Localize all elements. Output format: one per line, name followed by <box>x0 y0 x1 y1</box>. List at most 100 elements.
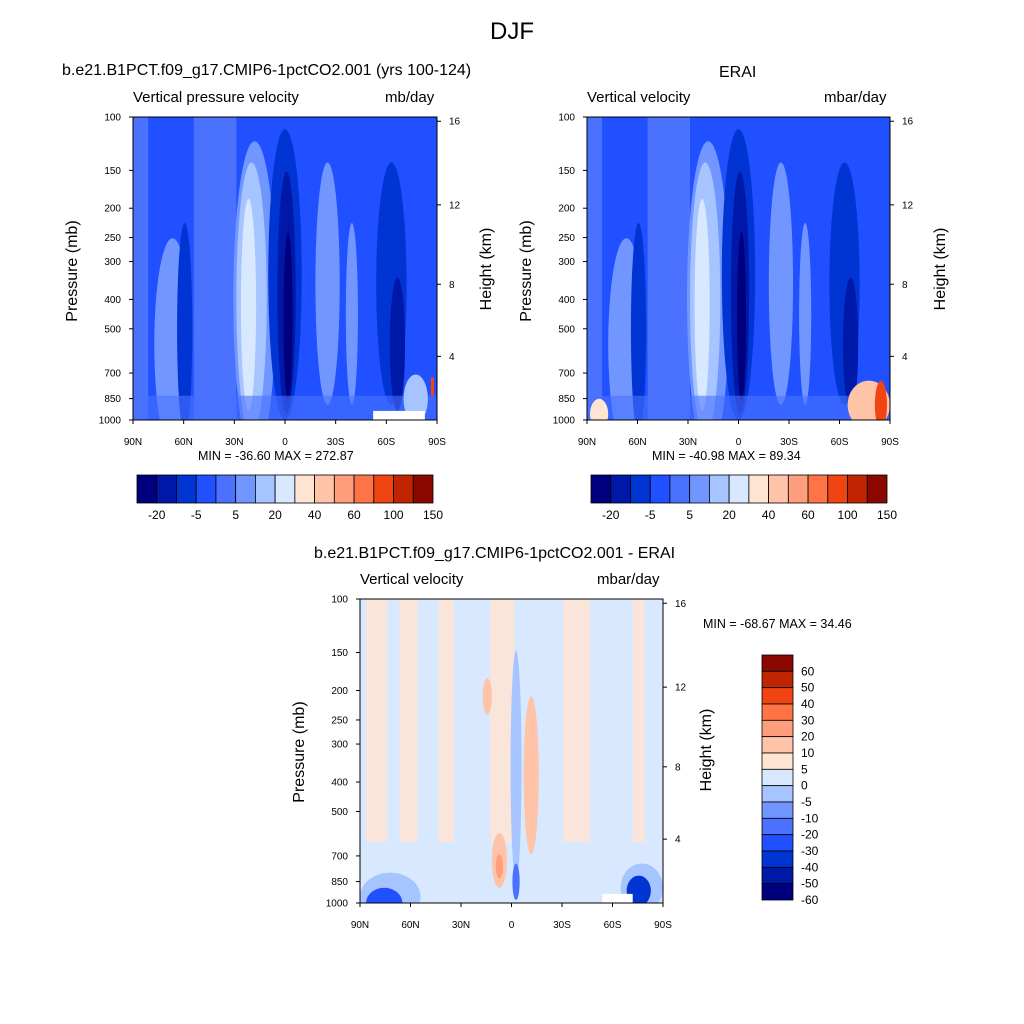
pressure-tick-label: 850 <box>104 394 121 405</box>
colorbar-label-diff: -30 <box>801 844 819 858</box>
field-ascent <box>315 162 340 405</box>
height-tick-label: 12 <box>675 683 687 694</box>
field-positive-band <box>490 599 515 843</box>
field-erai <box>587 117 890 420</box>
colorbar-swatch-model <box>393 474 414 504</box>
field-descent <box>283 232 293 402</box>
pressure-tick-label: 1000 <box>553 416 576 427</box>
colorbar-label-model: 60 <box>347 508 361 522</box>
colorbar-label-diff: 10 <box>801 746 815 760</box>
colorbar-swatch-erai <box>669 474 691 504</box>
field-ascent <box>768 162 794 405</box>
height-tick-label: 8 <box>449 280 455 291</box>
colorbar-swatch-model <box>314 474 335 504</box>
colorbar-swatch-model <box>353 474 375 504</box>
field-positive-band <box>399 599 418 843</box>
colorbar-swatch-model <box>294 474 316 504</box>
colorbar-swatch-model <box>136 474 158 504</box>
lat-tick-label: 90N <box>124 437 142 448</box>
colorbar-label-diff: -5 <box>801 795 812 809</box>
field-band <box>133 117 149 420</box>
field-shapes-diff <box>360 599 663 903</box>
field-shapes-erai <box>587 117 890 420</box>
colorbar-swatch-erai <box>748 474 769 504</box>
colorbar-swatch-diff <box>761 654 794 672</box>
pressure-tick-label: 300 <box>104 257 121 268</box>
colorbar-label-model: 40 <box>308 508 322 522</box>
colorbar-label-erai: 20 <box>722 508 736 522</box>
pressure-tick-label: 250 <box>104 233 121 244</box>
pressure-tick-label: 400 <box>558 295 575 306</box>
colorbar-swatch-erai <box>590 474 612 504</box>
panel-label-units-erai: mbar/day <box>824 89 887 106</box>
field-ascent <box>799 223 812 405</box>
lat-tick-label: 90N <box>351 920 369 931</box>
pressure-tick-label: 500 <box>331 807 348 818</box>
pressure-tick-label: 100 <box>104 113 121 124</box>
pressure-tick-label: 100 <box>558 113 575 124</box>
colorbar-label-erai: -20 <box>602 508 620 522</box>
colorbar-swatch-diff <box>761 703 794 721</box>
lat-tick-label: 30N <box>679 437 697 448</box>
colorbar-swatch-model <box>333 474 355 504</box>
colorbar-swatch-model <box>176 474 197 504</box>
colorbar-label-diff: -20 <box>801 828 819 842</box>
field-model <box>133 117 437 420</box>
minmax-model: MIN = -36.60 MAX = 272.87 <box>198 449 354 463</box>
colorbar-label-erai: -5 <box>645 508 656 522</box>
colorbar-swatch-diff <box>761 719 794 738</box>
colorbar-swatch-diff <box>761 866 794 885</box>
field-positive-band <box>438 599 454 843</box>
pressure-tick-label: 250 <box>331 715 348 726</box>
field-descent <box>736 232 747 402</box>
colorbar-label-model: -5 <box>191 508 202 522</box>
colorbar-label-erai: 60 <box>801 508 815 522</box>
colorbar-swatch-diff <box>761 687 794 705</box>
field-negative-core <box>366 887 403 903</box>
colorbar-swatch-diff <box>761 670 794 689</box>
panel-label-left-model: Vertical pressure velocity <box>133 89 299 106</box>
colorbar-swatch-model <box>235 474 256 504</box>
field-band <box>193 117 237 420</box>
colorbar-swatch-model <box>156 474 177 504</box>
colorbar-label-model: 150 <box>423 508 443 522</box>
field-descent <box>389 277 406 411</box>
colorbar-label-model: 100 <box>384 508 404 522</box>
colorbar-label-model: 20 <box>268 508 282 522</box>
colorbar-swatch-model <box>274 474 296 504</box>
lat-tick-label: 60S <box>831 437 849 448</box>
panel-title-model: b.e21.B1PCT.f09_g17.CMIP6-1pctCO2.001 (y… <box>62 62 472 79</box>
field-missing <box>602 893 633 903</box>
field-diff <box>360 599 663 903</box>
colorbar-label-diff: 40 <box>801 697 815 711</box>
colorbar-swatch-model <box>195 474 217 504</box>
panel-label-units-model: mb/day <box>385 89 435 106</box>
colorbar-swatch-erai <box>847 474 868 504</box>
colorbar-swatch-model <box>254 474 276 504</box>
colorbar-label-diff: -10 <box>801 811 819 825</box>
colorbar-swatch-erai <box>610 474 631 504</box>
lat-tick-label: 30N <box>225 437 243 448</box>
colorbar-swatch-diff <box>761 834 794 852</box>
pressure-tick-label: 500 <box>558 324 575 335</box>
pressure-tick-label: 150 <box>331 648 348 659</box>
pressure-tick-label: 500 <box>104 324 121 335</box>
pressure-tick-label: 700 <box>558 369 575 380</box>
colorbar-swatch-erai <box>768 474 789 504</box>
panel-label-left-erai: Vertical velocity <box>587 89 691 106</box>
colorbar-swatch-diff <box>761 736 794 754</box>
field-positive-core <box>874 380 887 420</box>
pressure-tick-label: 400 <box>104 295 121 306</box>
pressure-tick-label: 300 <box>331 740 348 751</box>
colorbar-label-erai: 40 <box>762 508 776 522</box>
panel-title-diff: b.e21.B1PCT.f09_g17.CMIP6-1pctCO2.001 - … <box>314 545 676 562</box>
colorbar-swatch-erai <box>649 474 671 504</box>
colorbar-label-erai: 5 <box>686 508 693 522</box>
field-positive <box>590 398 609 420</box>
pressure-tick-label: 300 <box>558 257 575 268</box>
pressure-tick-label: 700 <box>331 851 348 862</box>
colorbar-label-diff: 0 <box>801 779 808 793</box>
colorbar-swatch-diff <box>761 883 794 901</box>
panel-label-units-diff: mbar/day <box>597 571 660 588</box>
